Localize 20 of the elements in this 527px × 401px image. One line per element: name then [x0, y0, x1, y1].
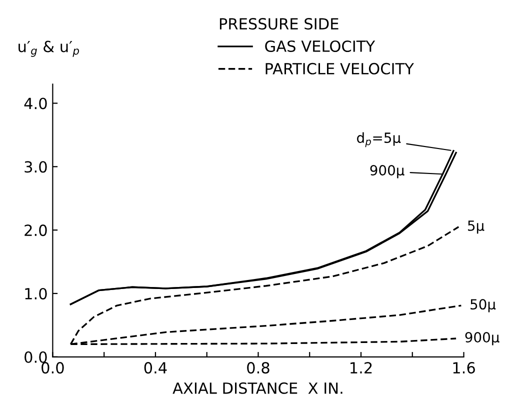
- x-tick-label: 1.2: [350, 362, 372, 374]
- legend-label: d$_{p}$=5μ: [357, 132, 401, 148]
- y-axis-title: u′$_{g}$ & u′$_{p}$: [18, 40, 79, 57]
- legend-title: PRESSURE SIDE: [220, 18, 338, 30]
- series-label: 50μ: [470, 299, 496, 312]
- x-tick-label: 0.4: [144, 362, 167, 374]
- x-tick-label: 0.0: [42, 362, 64, 374]
- x-axis-title: AXIAL DISTANCE X IN.: [172, 382, 342, 394]
- series-label: 900μ: [465, 332, 500, 346]
- y-tick-label: 2.0: [24, 224, 47, 236]
- y-tick-label: 0.0: [24, 351, 47, 363]
- series-label: 5μ: [468, 220, 484, 234]
- x-tick-label: 0.8: [247, 362, 270, 374]
- y-tick-label: 3.0: [24, 161, 47, 173]
- text: PARTICLE VELOCITY: [266, 62, 414, 74]
- y-tick-label: 1.0: [25, 288, 47, 300]
- y-tick-label: 4.0: [24, 98, 47, 110]
- legend-label: 900μ: [370, 165, 404, 178]
- text: GAS VELOCITY: [265, 40, 376, 52]
- x-tick-label: 1.6: [453, 362, 475, 374]
